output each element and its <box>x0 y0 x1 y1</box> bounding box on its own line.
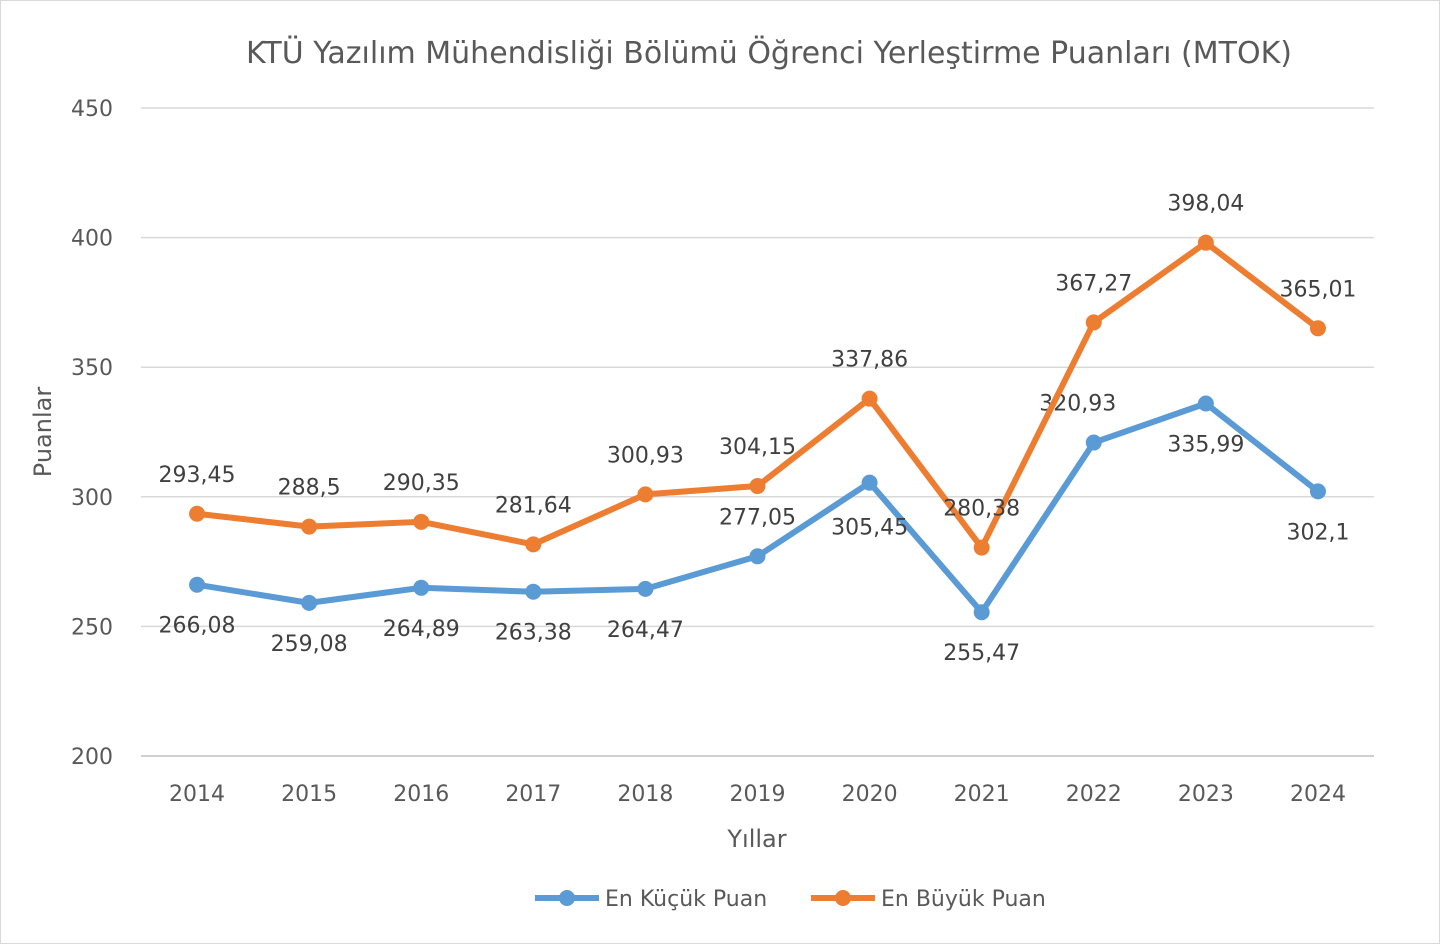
data-point <box>525 583 542 600</box>
x-axis-ticks: 2014 2015 2016 2017 2018 2019 2020 2021 2022 2023… <box>169 782 1346 807</box>
data-point <box>301 518 318 535</box>
x-tick-label: 2017 <box>505 782 561 807</box>
y-tick-label: 400 <box>71 227 113 252</box>
legend-swatch-marker <box>559 890 575 906</box>
x-tick-label: 2023 <box>1178 782 1234 807</box>
data-label: 259,08 <box>271 632 348 657</box>
data-point <box>749 478 766 495</box>
chart-title: KTÜ Yazılım Mühendisliği Bölümü Öğrenci … <box>246 35 1292 71</box>
data-label: 281,64 <box>495 493 572 518</box>
data-point <box>1309 483 1326 500</box>
data-label: 264,89 <box>383 617 460 642</box>
legend-swatch-marker <box>835 890 851 906</box>
data-label: 367,27 <box>1055 271 1132 296</box>
x-tick-label: 2022 <box>1066 782 1122 807</box>
data-label: 280,38 <box>943 497 1020 522</box>
data-point <box>189 576 206 593</box>
data-point <box>861 474 878 491</box>
series-min: 266,08 259,08 264,89 263,38 264,47 277,05 305,… <box>159 392 1350 667</box>
x-tick-label: 2018 <box>617 782 673 807</box>
grid-lines <box>141 107 1374 757</box>
data-point <box>973 604 990 621</box>
y-tick-label: 300 <box>71 486 113 511</box>
data-point <box>189 505 206 522</box>
data-label: 290,35 <box>383 471 460 496</box>
data-point <box>1085 434 1102 451</box>
data-point <box>637 580 654 597</box>
data-point <box>301 594 318 611</box>
y-tick-label: 450 <box>71 97 113 122</box>
y-tick-label: 250 <box>71 615 113 640</box>
y-axis-ticks: 200 250 300 350 400 450 <box>71 97 113 770</box>
data-label: 264,47 <box>607 618 684 643</box>
data-label: 365,01 <box>1279 277 1356 302</box>
x-tick-label: 2021 <box>954 782 1010 807</box>
y-axis-label: Puanlar <box>29 387 57 478</box>
x-tick-label: 2019 <box>730 782 786 807</box>
legend-item: En Büyük Puan <box>811 887 1046 912</box>
data-label: 288,5 <box>278 476 341 501</box>
data-label: 305,45 <box>831 516 908 541</box>
x-tick-label: 2015 <box>281 782 337 807</box>
data-label: 293,45 <box>159 463 236 488</box>
data-label: 398,04 <box>1167 192 1244 217</box>
data-label: 337,86 <box>831 348 908 373</box>
data-label: 277,05 <box>719 505 796 530</box>
series-max: 293,45 288,5 290,35 281,64 300,93 304,15 337,8… <box>159 192 1356 556</box>
data-point <box>1197 234 1214 251</box>
x-tick-label: 2014 <box>169 782 225 807</box>
legend: En Küçük Puan En Büyük Puan <box>535 887 1046 912</box>
data-label: 335,99 <box>1167 433 1244 458</box>
legend-label: En Büyük Puan <box>881 887 1046 912</box>
data-label: 302,1 <box>1286 520 1349 545</box>
data-label: 300,93 <box>607 443 684 468</box>
data-point <box>1309 320 1326 337</box>
data-label: 255,47 <box>943 641 1020 666</box>
series-line <box>194 239 1321 551</box>
data-label: 304,15 <box>719 435 796 460</box>
x-tick-label: 2020 <box>842 782 898 807</box>
data-point <box>861 390 878 407</box>
data-point <box>1197 395 1214 412</box>
data-point <box>637 486 654 503</box>
data-point <box>413 579 430 596</box>
data-point <box>413 513 430 530</box>
legend-item: En Küçük Puan <box>535 887 767 912</box>
data-point <box>749 548 766 565</box>
data-point <box>973 539 990 556</box>
x-tick-label: 2016 <box>393 782 449 807</box>
y-tick-label: 200 <box>71 745 113 770</box>
legend-label: En Küçük Puan <box>605 887 767 912</box>
data-label: 263,38 <box>495 621 572 646</box>
series-layer: 266,08 259,08 264,89 263,38 264,47 277,05 305,… <box>159 192 1357 667</box>
x-tick-label: 2024 <box>1290 782 1346 807</box>
data-point <box>1085 314 1102 331</box>
data-label: 266,08 <box>159 614 236 639</box>
x-axis-label: Yıllar <box>726 825 786 853</box>
data-point <box>525 536 542 553</box>
y-tick-label: 350 <box>71 356 113 381</box>
